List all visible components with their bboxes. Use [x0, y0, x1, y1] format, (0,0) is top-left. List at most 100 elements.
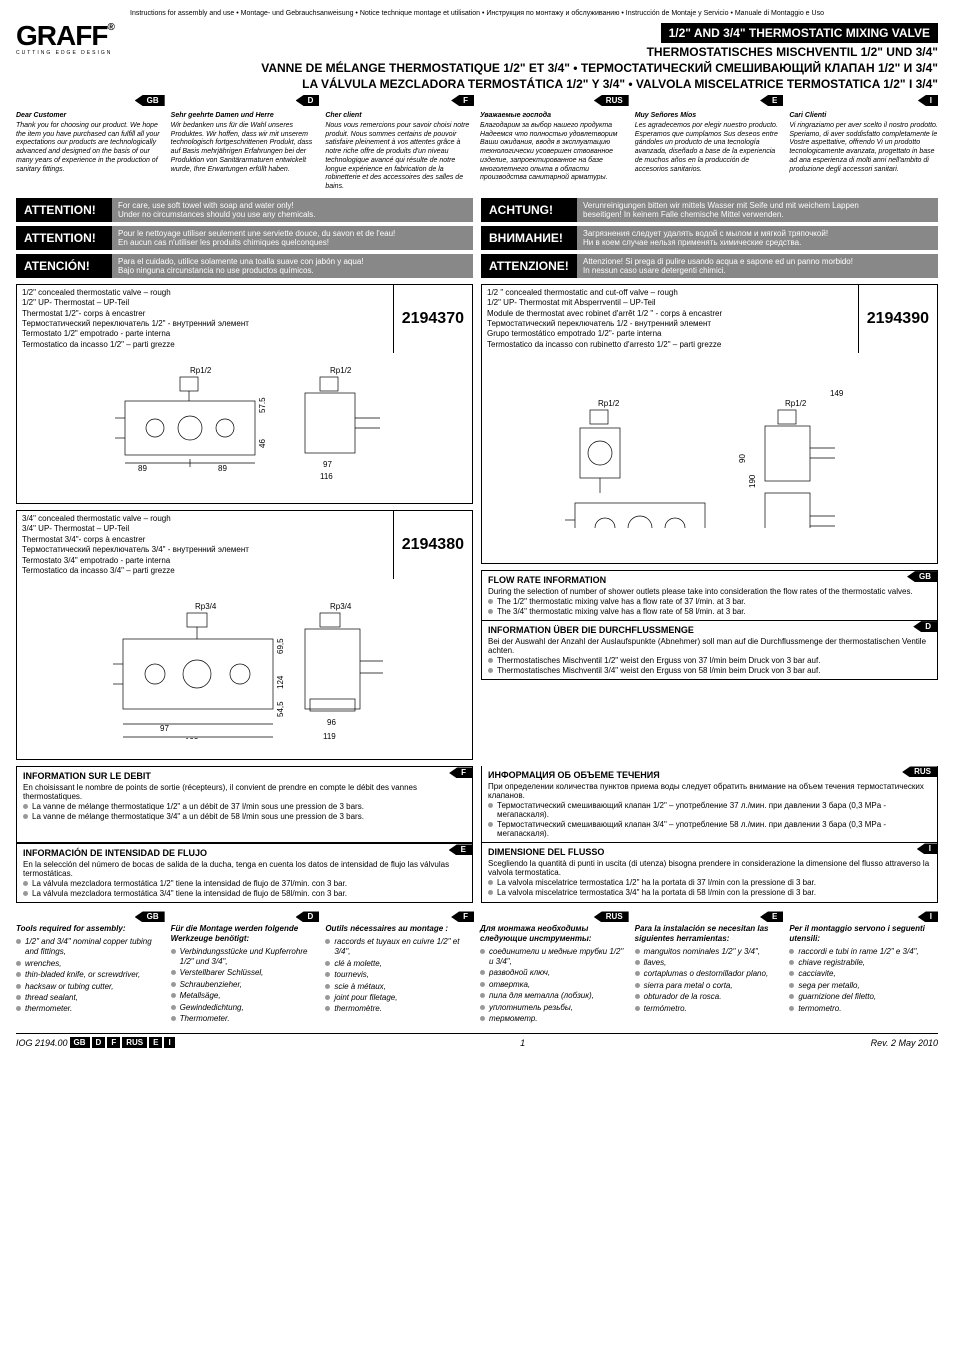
tool-item: llaves,: [635, 958, 784, 968]
attention-row: ATENCIÓN!Para el cuidado, utilice solame…: [16, 254, 473, 278]
attention-text: Verunreinigungen bitten wir mittels Wass…: [577, 198, 938, 222]
intro-hdr: Sehr geehrte Damen und Herre: [171, 112, 320, 121]
tool-item: wrenches,: [16, 959, 165, 969]
attention-grid: ATTENTION!For care, use soft towel with …: [16, 198, 938, 278]
flowrate-intro: During the selection of number of shower…: [488, 587, 931, 596]
tool-item: raccordi e tubi in rame 1/2" e 3/4",: [789, 947, 938, 957]
attn-line: In nessun caso usare detergenti chimici.: [583, 266, 932, 275]
dim-label: 54,5: [276, 701, 285, 717]
flag-f: F: [451, 95, 474, 106]
product-diagram: 149 Rp1/2 89 89 46: [482, 353, 937, 563]
dim-label: 97: [160, 724, 169, 733]
flowrate-intro: En la selección del número de bocas de s…: [23, 860, 466, 878]
flowrate-bullet: Термостатический смешивающий клапан 1/2"…: [488, 801, 931, 819]
tool-item: joint pour filetage,: [325, 993, 474, 1003]
tool-item: hacksaw or tubing cutter,: [16, 982, 165, 992]
title-line-2: VANNE DE MÉLANGE THERMOSTATIQUE 1/2" ET …: [124, 61, 938, 75]
product-header: 1/2" concealed thermostatic valve – roug…: [17, 285, 472, 353]
prod-line: Termostatico da incasso con rubinetto d'…: [487, 340, 853, 350]
flag-d: D: [296, 911, 320, 922]
prod-line: Termostatico da incasso 1/2" – parti gre…: [22, 340, 388, 350]
tools-header: Per il montaggio servono i seguenti uten…: [789, 924, 938, 943]
dim-label: 46: [258, 439, 267, 448]
product-box-2194390: 1/2 " concealed thermostatic and cut-off…: [481, 284, 938, 564]
flowrate-title: ИНФОРМАЦИЯ ОБ ОБЪЕМЕ ТЕЧЕНИЯ: [488, 770, 931, 780]
flowrate-intro: Bei der Auswahl der Anzahl der Auslaufsp…: [488, 637, 931, 655]
tool-text: termómetro.: [644, 1004, 687, 1014]
flowrate-intro: При определении количества пунктов прием…: [488, 782, 931, 800]
flag-rus: RUS: [594, 95, 629, 106]
flowrate-bullet: Термостатический смешивающий клапан 3/4"…: [488, 820, 931, 838]
flowrate-box-i: I DIMENSIONE DEL FLUSSO Scegliendo la qu…: [481, 843, 938, 903]
intro-hdr: Cher client: [325, 112, 474, 121]
attention-label: ACHTUNG!: [481, 198, 577, 222]
tool-text: manguitos nominales 1/2" y 3/4",: [644, 947, 760, 957]
tools-col-f: F Outils nécessaires au montage : raccor…: [325, 911, 474, 1025]
bullet-text: Thermostatisches Mischventil 3/4" weist …: [497, 666, 820, 675]
attn-line: Under no circumstances should you use an…: [118, 210, 467, 219]
tool-text: разводной ключ,: [489, 968, 550, 978]
dim-label: 96: [327, 718, 336, 727]
top-instructions: Instructions for assembly and use • Mont…: [16, 10, 938, 17]
tool-text: Schraubenzieher,: [180, 980, 242, 990]
flowrate-box-e: E INFORMACIÓN DE INTENSIDAD DE FLUJO En …: [16, 843, 473, 903]
flowrate-row-1: F INFORMATION SUR LE DEBIT En choisissan…: [16, 766, 938, 843]
intro-txt: Благодарим за выбор нашего продукта Наде…: [480, 122, 629, 183]
dim-label: 69,5: [276, 638, 285, 654]
flowrate-intro: Scegliendo la quantità di punti in uscit…: [488, 859, 931, 877]
tool-text: chiave registrabile,: [798, 958, 865, 968]
tool-text: cacciavite,: [798, 969, 835, 979]
registered-icon: ®: [107, 22, 113, 33]
bullet-text: The 1/2" thermostatic mixing valve has a…: [497, 597, 746, 606]
attention-text: Para el cuidado, utilice solamente una t…: [112, 254, 473, 278]
intro-txt: Vi ringraziamo per aver scelto il nostro…: [789, 122, 938, 175]
tool-item: cacciavite,: [789, 969, 938, 979]
intro-e: Muy Señores MíosLes agradecemos por eleg…: [635, 112, 784, 192]
tool-text: obturador de la rosca.: [644, 992, 722, 1002]
tool-item: raccords et tuyaux en cuivre 1/2" et 3/4…: [325, 937, 474, 958]
footer-flag: GB: [70, 1037, 90, 1048]
product-box-2194380: 3/4" concealed thermostatic valve – roug…: [16, 510, 473, 760]
tool-text: 1/2" and 3/4" nominal copper tubing and …: [25, 937, 165, 958]
flag-i: I: [918, 911, 938, 922]
intro-gb: Dear CustomerThank you for choosing our …: [16, 112, 165, 192]
flag-gb: GB: [135, 911, 165, 922]
tools-header: Para la instalación se necesitan las sig…: [635, 924, 784, 943]
flowrate-title: INFORMATION SUR LE DEBIT: [23, 771, 466, 781]
bullet-text: Термостатический смешивающий клапан 3/4"…: [497, 820, 931, 838]
prod-line: Термостатический переключатель 1/2" - вн…: [22, 319, 388, 329]
tools-col-d: D Für die Montage werden folgende Werkze…: [171, 911, 320, 1025]
flag-e: E: [760, 95, 783, 106]
title-bar: 1/2" AND 3/4" THERMOSTATIC MIXING VALVE: [661, 23, 938, 43]
tool-item: уплотнитель резьбы,: [480, 1003, 629, 1013]
dim-label: Rp1/2: [785, 399, 807, 408]
tools-header: Für die Montage werden folgende Werkzeug…: [171, 924, 320, 943]
flag-gb: GB: [135, 95, 165, 106]
flowrate-bullet: The 3/4" thermostatic mixing valve has a…: [488, 607, 931, 616]
bullet-text: La vanne de mélange thermostatique 3/4" …: [32, 812, 364, 821]
tools-col-rus: RUS Для монтажа необходимы следующие инс…: [480, 911, 629, 1025]
tool-item: thermomètre.: [325, 1004, 474, 1014]
tool-text: thermometer.: [25, 1004, 72, 1014]
dim-label: 57.5: [258, 397, 267, 413]
dim-label: 149: [830, 389, 844, 398]
prod-line: Termostato 3/4" empotrado - parte intern…: [22, 556, 388, 566]
attention-row: ATTENTION!Pour le nettoyage utiliser seu…: [16, 226, 473, 250]
flowrate-bullet: La valvola miscelatrice termostatica 3/4…: [488, 888, 931, 897]
tool-item: Verstellbarer Schlüssel,: [171, 968, 320, 978]
valve-schematic-icon: Rp1/2 89 89 57.5 46 Rp1/2: [105, 363, 385, 493]
flag-rus: RUS: [594, 911, 629, 922]
attention-row: ATTENZIONE!Attenzione! Si prega di pulir…: [481, 254, 938, 278]
tool-text: уплотнитель резьбы,: [489, 1003, 573, 1013]
tools-header: Для монтажа необходимы следующие инструм…: [480, 924, 629, 943]
tool-item: отвертка,: [480, 980, 629, 990]
tool-text: Thermometer.: [180, 1014, 230, 1024]
dim-label: 116: [320, 472, 333, 481]
footer: IOG 2194.00 GB D F RUS E I 1 Rev. 2 May …: [16, 1033, 938, 1048]
tools-list: manguitos nominales 1/2" y 3/4", llaves,…: [635, 947, 784, 1014]
tool-item: Metallsäge,: [171, 991, 320, 1001]
tool-text: llaves,: [644, 958, 667, 968]
dim-label: 97: [323, 460, 332, 469]
attn-line: Attenzione! Si prega di pulire usando ac…: [583, 257, 932, 266]
bullet-text: La válvula mezcladora termostática 3/4" …: [32, 889, 347, 898]
